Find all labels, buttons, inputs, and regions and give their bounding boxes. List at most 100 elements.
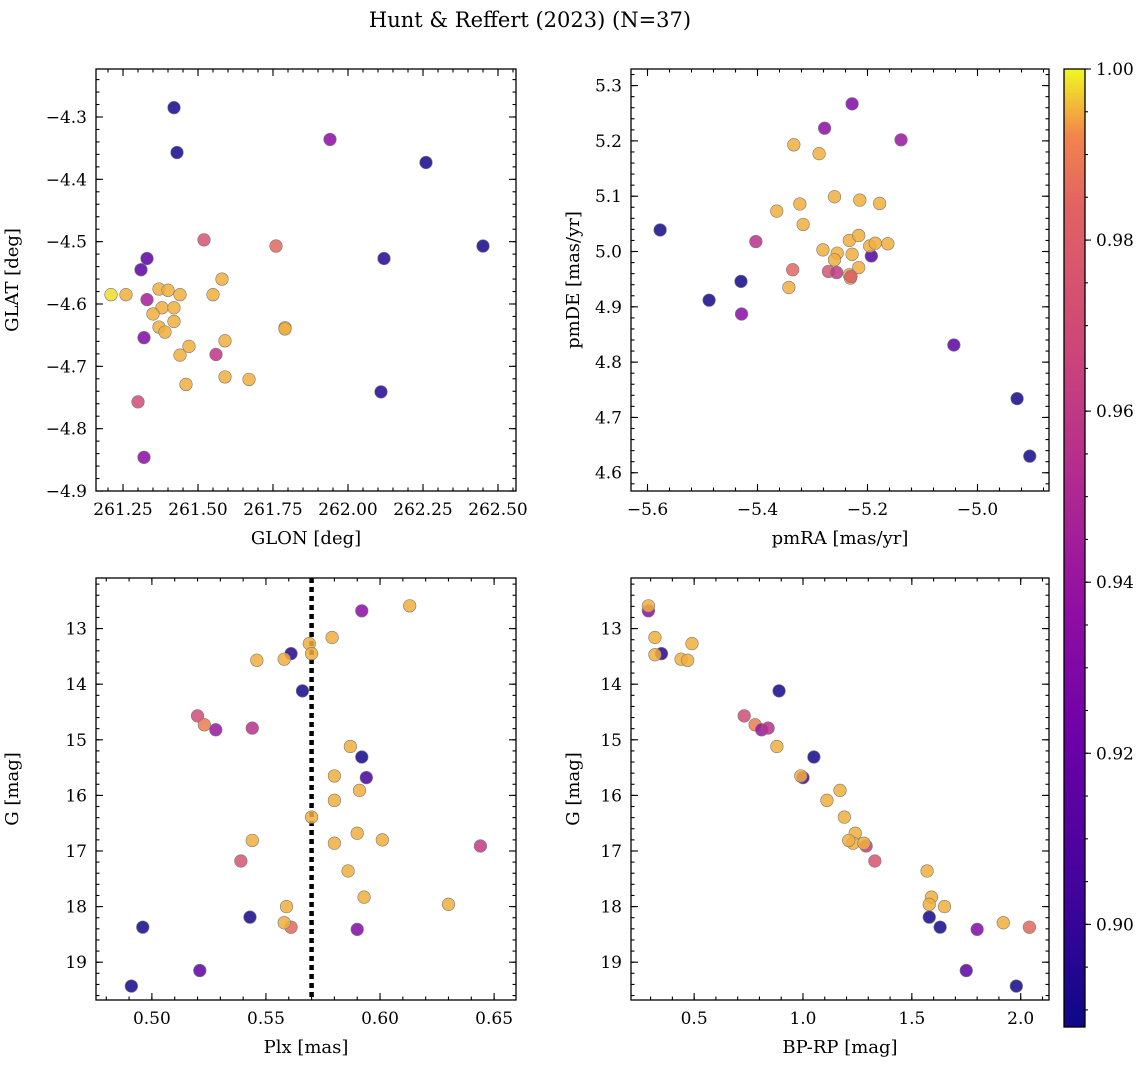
data-point (352, 783, 367, 797)
data-point (734, 307, 749, 321)
data-point (206, 288, 220, 302)
data-point (852, 228, 866, 243)
data-point (341, 864, 355, 878)
data-point (786, 263, 800, 277)
data-point (772, 684, 786, 698)
data-point (327, 769, 342, 783)
data-point (137, 450, 151, 464)
data-point (648, 630, 662, 645)
y-tick-label: −4.5 (46, 233, 87, 253)
data-point (685, 637, 699, 651)
y-tick-label: −4.8 (46, 420, 87, 440)
y-tick-label: 14 (600, 675, 622, 695)
data-point (881, 237, 895, 251)
data-point (749, 234, 763, 249)
data-point (947, 338, 961, 352)
colorbar-tick-label: 0.90 (1096, 915, 1134, 935)
x-tick-label: 262.25 (393, 500, 452, 520)
data-point (119, 288, 133, 302)
x-tick-label: 1.0 (789, 1009, 816, 1029)
data-point (304, 647, 319, 661)
colorbar-gradient (1064, 69, 1085, 1027)
y-tick-label: 5.0 (595, 243, 622, 263)
data-point (827, 253, 842, 267)
data-point (375, 833, 389, 847)
y-tick-label: 18 (600, 898, 622, 918)
data-point (355, 750, 369, 764)
data-point (1022, 920, 1037, 934)
x-tick-label: −5.2 (847, 500, 888, 520)
data-point (209, 347, 223, 362)
data-point (793, 197, 807, 211)
y-tick-label: −4.4 (46, 170, 87, 190)
data-point (245, 833, 259, 848)
colorbar-tick-label: 1.00 (1096, 60, 1134, 80)
y-tick-label: 19 (65, 953, 87, 973)
data-point (473, 839, 488, 853)
data-point (197, 718, 211, 732)
data-point (817, 121, 832, 135)
data-point (872, 196, 887, 210)
x-tick-label: −5.0 (957, 500, 998, 520)
data-point (136, 920, 150, 934)
data-point (996, 916, 1010, 930)
x-tick-label: 1.5 (898, 1009, 925, 1029)
colorbar-frame (1063, 68, 1086, 1028)
data-point (350, 826, 364, 840)
data-point (844, 269, 858, 284)
y-tick-label: 16 (600, 786, 622, 806)
data-point (922, 897, 936, 911)
data-point (343, 739, 357, 754)
data-point (137, 331, 151, 345)
y-tick-label: −4.9 (46, 482, 87, 502)
data-point (277, 652, 291, 666)
data-point (922, 910, 936, 924)
data-point (937, 899, 952, 914)
data-point (295, 684, 310, 698)
data-point (167, 101, 181, 115)
y-tick-label: 4.6 (595, 464, 622, 484)
data-point (796, 217, 810, 232)
colorbar-tick-label: 0.92 (1096, 744, 1134, 764)
data-point (304, 810, 319, 824)
colorbar-tick-label: 0.98 (1096, 231, 1134, 251)
y-tick-label: 18 (65, 898, 87, 918)
data-point (374, 385, 388, 399)
data-point (816, 243, 830, 257)
y-tick-label: 5.3 (595, 77, 622, 97)
data-point (853, 193, 867, 207)
panel-plx-g: 0.50 0.55 0.60 0.65 13 14 15 16 17 18 19 Plx [mas] G… (2, 577, 517, 1058)
panel-cmd: 0.5 1.0 1.5 2.0 13 14 15 16 17 18 19 BP-RP [mag] G [… (563, 577, 1050, 1058)
data-point (167, 301, 181, 315)
data-point (209, 723, 223, 737)
y-axis-label: GLAT [deg] (2, 228, 23, 332)
data-point (833, 783, 847, 797)
data-point (1023, 449, 1037, 463)
x-tick-label: 2.0 (1007, 1009, 1034, 1029)
x-axis-label: BP-RP [mag] (782, 1037, 897, 1058)
data-point (234, 854, 248, 868)
y-tick-label: −4.6 (46, 295, 87, 315)
x-tick-label: 261.25 (93, 500, 152, 520)
data-point (173, 348, 187, 362)
y-axis-label: G [mag] (2, 752, 23, 825)
data-point (104, 288, 118, 302)
data-point (277, 916, 291, 930)
data-point (894, 133, 908, 147)
data-point (770, 204, 784, 218)
colorbar: 1.00 0.98 0.96 0.94 0.92 0.90 (1063, 60, 1134, 1028)
data-point (215, 272, 229, 286)
x-axis-label: Plx [mas] (264, 1037, 349, 1058)
x-tick-label: 261.50 (168, 500, 227, 520)
data-point (140, 293, 154, 307)
plot-frame (95, 577, 517, 1001)
data-point (327, 836, 342, 850)
data-point (648, 648, 662, 662)
data-point (278, 322, 292, 336)
plot-frame (95, 68, 517, 492)
x-axis-label: GLON [deg] (251, 528, 361, 549)
data-point (193, 963, 207, 978)
data-point (868, 236, 882, 250)
data-point (920, 864, 934, 878)
